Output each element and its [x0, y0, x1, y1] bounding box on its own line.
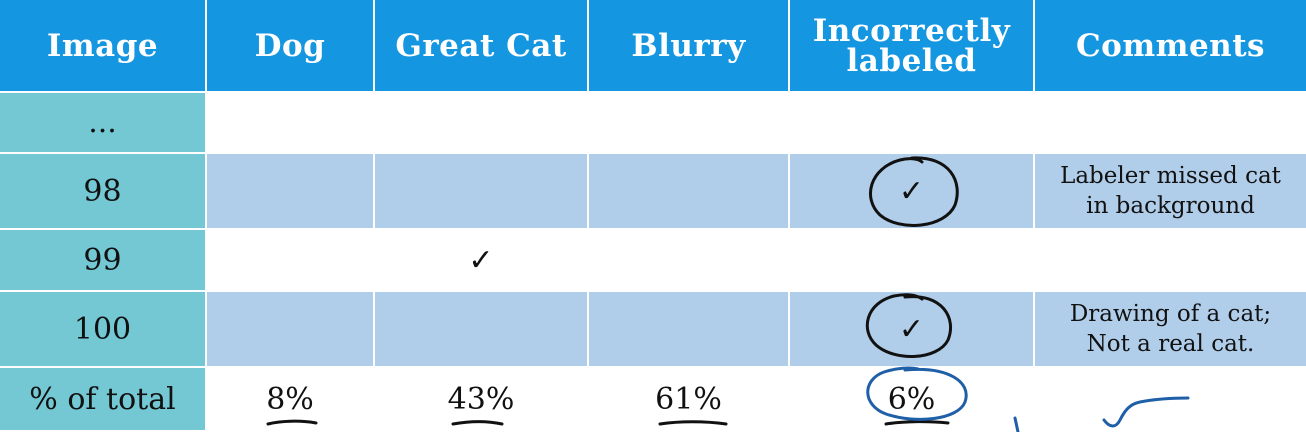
comment-cell: [1035, 93, 1306, 154]
dog-cell: [207, 93, 375, 154]
col-header-incorrectly-line2: labeled: [846, 42, 977, 79]
great-cat-cell: [375, 154, 589, 230]
col-header-dog: Dog: [207, 0, 375, 93]
incorrect-total: 6%: [790, 368, 1035, 432]
blurry-cell: [589, 93, 790, 154]
comment-line2: Not a real cat.: [1086, 331, 1255, 357]
col-header-great-cat: Great Cat: [375, 0, 589, 93]
comment-cell: Labeler missed cat in background: [1035, 154, 1306, 230]
blurry-cell: [589, 292, 790, 368]
totals-label: % of total: [0, 368, 207, 432]
dog-cell: [207, 154, 375, 230]
great-cat-check-icon: ✓: [375, 230, 589, 292]
dog-cell: [207, 292, 375, 368]
image-id-cell: 99: [0, 230, 207, 292]
comment-line1: Labeler missed cat: [1060, 163, 1281, 189]
great-cat-cell: [375, 93, 589, 154]
comment-line2: in background: [1086, 193, 1255, 219]
comment-cell: [1035, 230, 1306, 292]
comments-total-empty: [1035, 368, 1306, 432]
col-header-image: Image: [0, 0, 207, 93]
incorrect-cell: [790, 93, 1035, 154]
image-id-cell: 100: [0, 292, 207, 368]
incorrect-cell: [790, 230, 1035, 292]
col-header-incorrectly-line1: Incorrectly: [812, 12, 1011, 49]
table-row: 98 ✓ Labeler missed cat in background: [0, 154, 1306, 230]
incorrect-check-icon: ✓: [790, 154, 1035, 230]
blurry-cell: [589, 154, 790, 230]
great-cat-total: 43%: [375, 368, 589, 432]
great-cat-cell: [375, 292, 589, 368]
table-row: 100 ✓ Drawing of a cat; Not a real cat.: [0, 292, 1306, 368]
totals-row: % of total 8% 43% 61% 6%: [0, 368, 1306, 432]
col-header-blurry: Blurry: [589, 0, 790, 93]
image-id-cell: 98: [0, 154, 207, 230]
blurry-cell: [589, 230, 790, 292]
header-row: Image Dog Great Cat Blurry Incorrectly l…: [0, 0, 1306, 93]
col-header-incorrectly-labeled: Incorrectly labeled: [790, 0, 1035, 93]
comment-line1: Drawing of a cat;: [1069, 301, 1272, 327]
dog-total: 8%: [207, 368, 375, 432]
dog-cell: [207, 230, 375, 292]
image-id-cell: ...: [0, 93, 207, 154]
blurry-total: 61%: [589, 368, 790, 432]
col-header-comments: Comments: [1035, 0, 1306, 93]
table-row: 99 ✓: [0, 230, 1306, 292]
comment-cell: Drawing of a cat; Not a real cat.: [1035, 292, 1306, 368]
incorrect-check-icon: ✓: [790, 292, 1035, 368]
table-row: ...: [0, 93, 1306, 154]
